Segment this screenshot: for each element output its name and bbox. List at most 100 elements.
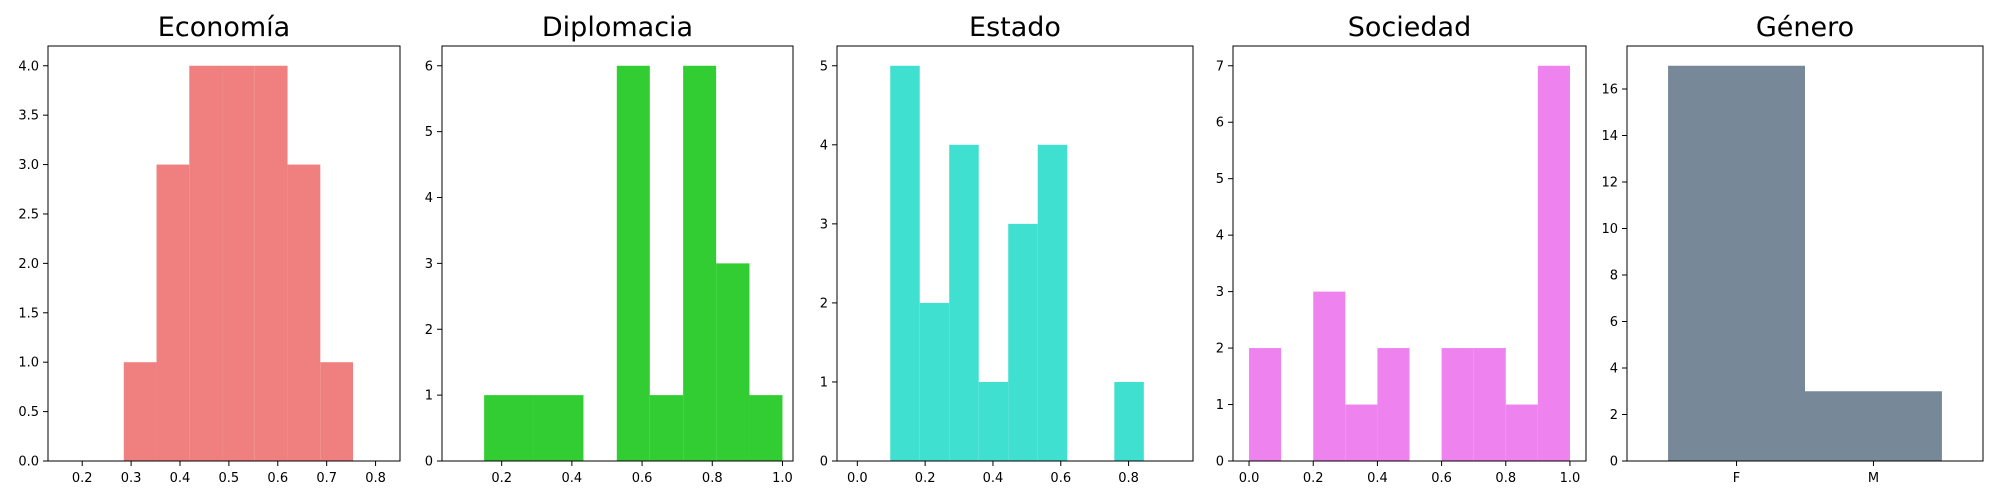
x-tick-label-sociedad-2: 0.4 — [1367, 471, 1388, 486]
y-tick-label-estado-3: 3 — [820, 217, 828, 232]
histogram-bar-estado-2 — [949, 144, 979, 462]
y-tick-label-economia-7: 3.5 — [18, 109, 39, 124]
y-tick-label-genero-8: 16 — [1601, 83, 1618, 98]
histogram-bar-estado-0 — [890, 65, 920, 461]
y-tick-label-economia-6: 3.0 — [18, 158, 39, 173]
y-tick-label-sociedad-3: 3 — [1216, 285, 1224, 300]
y-tick-label-genero-5: 10 — [1601, 222, 1618, 237]
x-tick-label-estado-2: 0.4 — [983, 471, 1004, 486]
histogram-bar-sociedad-3 — [1345, 404, 1378, 461]
axes-frame-genero — [1626, 45, 1984, 462]
histogram-bar-diplomacia-4 — [649, 395, 684, 461]
y-tick-label-sociedad-6: 6 — [1216, 116, 1224, 131]
x-tick-label-economia-6: 0.8 — [365, 471, 386, 486]
y-tick-label-estado-4: 4 — [820, 138, 828, 153]
x-tick-label-diplomacia-1: 0.4 — [562, 471, 583, 486]
y-tick-label-economia-3: 1.5 — [18, 306, 39, 321]
x-tick-label-genero-1: M — [1868, 471, 1879, 486]
y-tick-label-sociedad-1: 1 — [1216, 398, 1224, 413]
chart-title-estado: Estado — [969, 12, 1061, 43]
chart-title-genero: Género — [1756, 12, 1854, 43]
y-tick-label-estado-2: 2 — [820, 296, 828, 311]
y-tick-label-genero-3: 6 — [1610, 315, 1618, 330]
histogram-bar-sociedad-4 — [1377, 348, 1410, 461]
axes-frame-estado — [836, 45, 1194, 462]
y-tick-label-estado-5: 5 — [820, 59, 828, 74]
panel-sociedad: 0 1 2 3 4 5 6 7 0.0 0.2 0.4 0.6 0.8 1.0 Sociedad — [1216, 12, 1587, 486]
y-tick-label-genero-7: 14 — [1601, 129, 1618, 144]
histogram-bar-estado-5 — [1037, 144, 1068, 462]
y-tick-label-genero-2: 4 — [1610, 362, 1618, 377]
x-tick-label-diplomacia-4: 1.0 — [772, 471, 793, 486]
histogram-bar-estado-8 — [1114, 381, 1144, 461]
bar-genero-m — [1805, 391, 1942, 461]
panel-diplomacia: 0 1 2 3 4 5 6 0.2 0.4 0.6 0.8 1.0 Diplomacia — [425, 12, 794, 486]
x-tick-label-economia-4: 0.6 — [267, 471, 288, 486]
y-tick-label-diplomacia-0: 0 — [425, 455, 433, 470]
x-tick-label-economia-0: 0.2 — [72, 471, 93, 486]
histogram-bar-economia-2 — [189, 65, 223, 461]
histogram-bar-diplomacia-7 — [749, 395, 783, 461]
bar-genero-f — [1668, 65, 1805, 461]
x-tick-label-diplomacia-2: 0.6 — [632, 471, 653, 486]
x-tick-label-sociedad-1: 0.2 — [1303, 471, 1324, 486]
y-tick-label-estado-0: 0 — [820, 455, 828, 470]
histogram-bar-economia-6 — [320, 362, 354, 461]
y-tick-label-sociedad-4: 4 — [1216, 229, 1224, 244]
histogram-bar-sociedad-9 — [1537, 65, 1570, 461]
x-tick-label-genero-0: F — [1733, 471, 1740, 486]
histogram-bar-economia-4 — [254, 65, 288, 461]
y-tick-label-economia-2: 1.0 — [18, 356, 39, 371]
x-tick-label-sociedad-4: 0.8 — [1495, 471, 1516, 486]
axes-frame-diplomacia — [441, 45, 794, 462]
y-tick-label-economia-4: 2.0 — [18, 257, 39, 272]
x-tick-label-sociedad-5: 1.0 — [1560, 471, 1581, 486]
y-tick-label-diplomacia-2: 2 — [425, 323, 433, 338]
y-tick-label-diplomacia-4: 4 — [425, 191, 433, 206]
histogram-bar-diplomacia-5 — [683, 65, 717, 461]
x-tick-label-estado-0: 0.0 — [847, 471, 868, 486]
axes-frame-sociedad — [1232, 45, 1587, 462]
y-tick-label-economia-5: 2.5 — [18, 207, 39, 222]
x-tick-label-estado-1: 0.2 — [915, 471, 936, 486]
histogram-bar-economia-3 — [222, 65, 255, 461]
chart-title-sociedad: Sociedad — [1348, 12, 1471, 43]
x-tick-label-economia-2: 0.4 — [170, 471, 191, 486]
histogram-bar-sociedad-2 — [1313, 291, 1346, 461]
histogram-bar-estado-4 — [1008, 223, 1038, 461]
x-tick-label-estado-4: 0.8 — [1118, 471, 1139, 486]
y-tick-label-estado-1: 1 — [820, 375, 828, 390]
y-tick-label-genero-6: 12 — [1601, 176, 1618, 191]
histogram-bar-economia-1 — [156, 164, 190, 462]
y-tick-label-economia-8: 4.0 — [18, 59, 39, 74]
y-tick-label-genero-1: 2 — [1610, 408, 1618, 423]
axes-frame-economia — [47, 45, 401, 462]
y-tick-label-genero-0: 0 — [1610, 455, 1618, 470]
histogram-bar-economia-0 — [123, 362, 157, 461]
histogram-bar-economia-5 — [287, 164, 321, 462]
histogram-bar-sociedad-8 — [1505, 404, 1538, 461]
y-tick-label-economia-0: 0.0 — [18, 455, 39, 470]
y-tick-label-sociedad-0: 0 — [1216, 455, 1224, 470]
y-tick-label-economia-1: 0.5 — [18, 405, 39, 420]
x-tick-label-diplomacia-3: 0.8 — [702, 471, 723, 486]
x-tick-label-economia-3: 0.5 — [219, 471, 240, 486]
panel-genero: 0 2 4 6 8 10 12 14 16 F M Género — [1601, 12, 1984, 486]
y-tick-label-sociedad-2: 2 — [1216, 342, 1224, 357]
y-tick-label-sociedad-7: 7 — [1216, 59, 1224, 74]
x-tick-label-diplomacia-0: 0.2 — [491, 471, 512, 486]
y-tick-label-diplomacia-6: 6 — [425, 59, 433, 74]
x-tick-label-sociedad-3: 0.6 — [1431, 471, 1452, 486]
chart-title-diplomacia: Diplomacia — [542, 12, 693, 43]
histogram-bar-diplomacia-3 — [616, 65, 650, 461]
histogram-bar-estado-3 — [978, 381, 1009, 461]
histogram-bar-diplomacia-0 — [484, 395, 534, 461]
histogram-bar-diplomacia-6 — [716, 263, 750, 461]
histogram-bar-sociedad-7 — [1473, 348, 1506, 461]
y-tick-label-diplomacia-3: 3 — [425, 257, 433, 272]
panel-estado: 0 1 2 3 4 5 0.0 0.2 0.4 0.6 0.8 Estado — [820, 12, 1194, 486]
y-tick-label-sociedad-5: 5 — [1216, 172, 1224, 187]
x-tick-label-economia-1: 0.3 — [121, 471, 142, 486]
x-tick-label-economia-5: 0.7 — [316, 471, 337, 486]
